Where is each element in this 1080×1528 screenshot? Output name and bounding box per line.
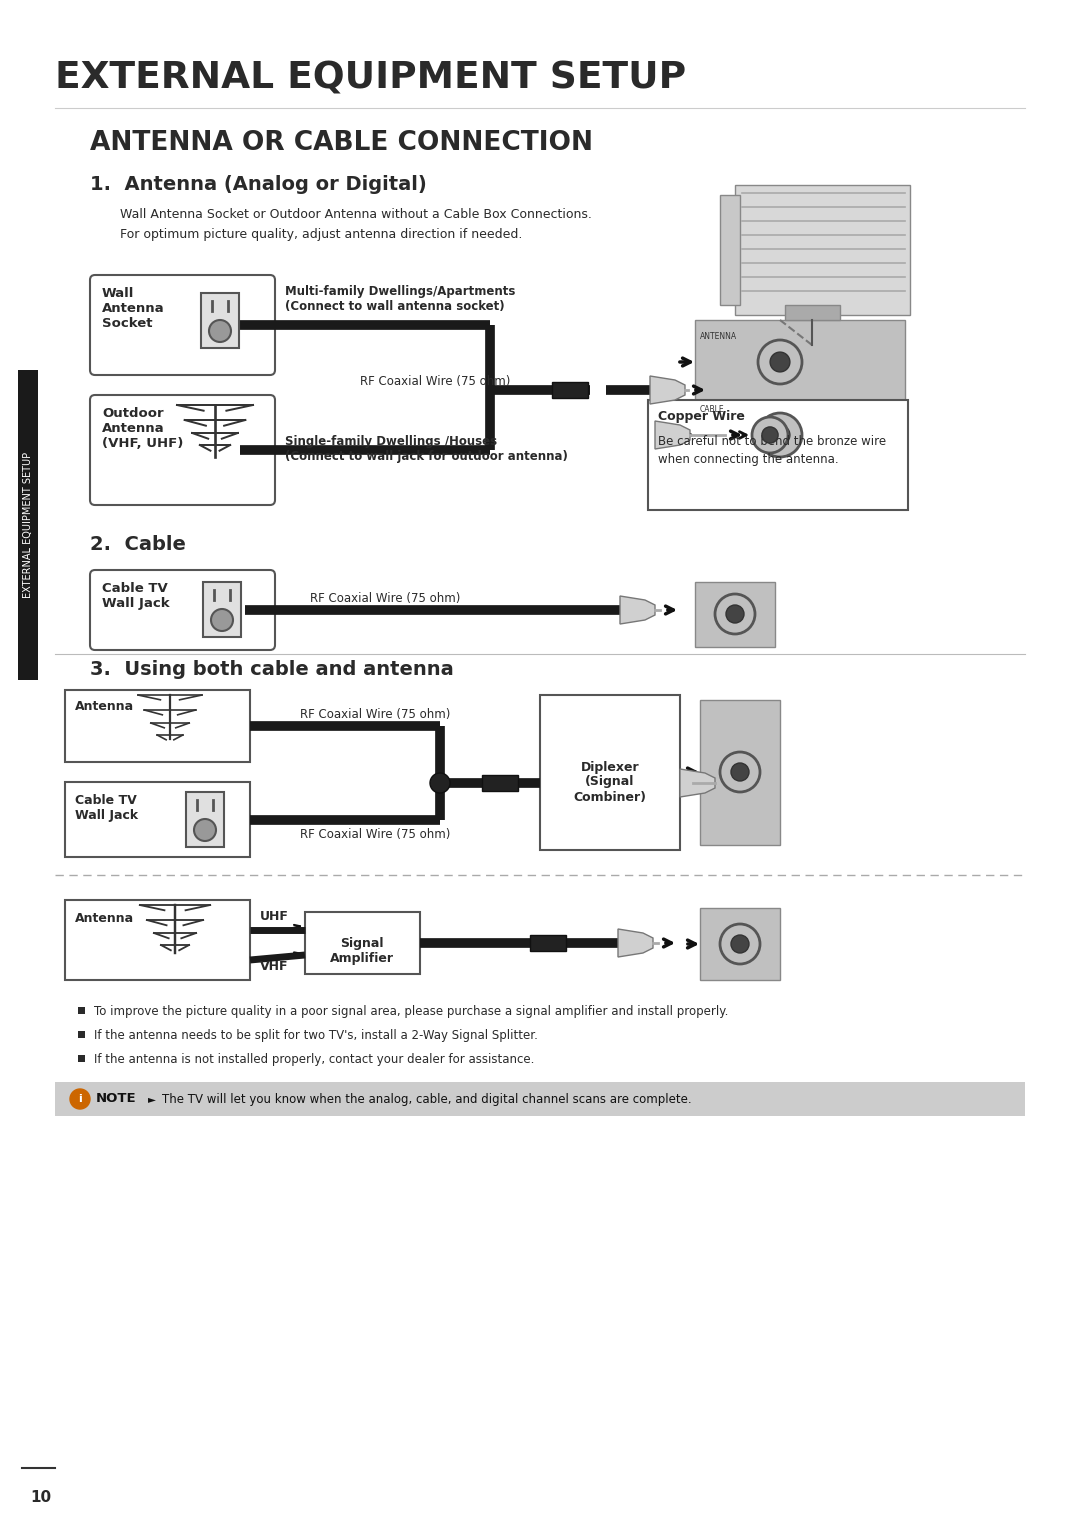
Text: For optimum picture quality, adjust antenna direction if needed.: For optimum picture quality, adjust ante…	[120, 228, 523, 241]
Bar	[648, 400, 908, 510]
Text: If the antenna is not installed properly, contact your dealer for assistance.: If the antenna is not installed properly…	[94, 1053, 535, 1067]
Bar	[720, 196, 740, 306]
Circle shape	[770, 425, 789, 445]
Text: ANTENNA: ANTENNA	[700, 332, 738, 341]
Bar	[203, 582, 241, 637]
Bar	[18, 370, 38, 680]
Circle shape	[210, 319, 231, 342]
Bar	[735, 185, 910, 315]
Circle shape	[720, 752, 760, 792]
Text: 2.  Cable: 2. Cable	[90, 535, 186, 555]
Bar	[186, 792, 224, 847]
Circle shape	[758, 413, 802, 457]
Text: 10: 10	[30, 1490, 51, 1505]
Text: i: i	[78, 1094, 82, 1105]
Text: EXTERNAL EQUIPMENT SETUP: EXTERNAL EQUIPMENT SETUP	[23, 452, 33, 597]
Circle shape	[761, 426, 778, 443]
Text: Outdoor
Antenna
(VHF, UHF): Outdoor Antenna (VHF, UHF)	[102, 406, 184, 451]
Text: To improve the picture quality in a poor signal area, please purchase a signal a: To improve the picture quality in a poor…	[94, 1005, 728, 1018]
Circle shape	[194, 819, 216, 840]
Bar	[201, 293, 239, 348]
Bar	[696, 319, 905, 480]
Bar	[700, 700, 780, 845]
Text: If the antenna needs to be split for two TV's, install a 2-Way Signal Splitter.: If the antenna needs to be split for two…	[94, 1028, 538, 1042]
Text: Single-family Dwellings /Houses
(Connect to wall jack for outdoor antenna): Single-family Dwellings /Houses (Connect…	[285, 435, 568, 463]
Circle shape	[720, 924, 760, 964]
Text: VHF: VHF	[260, 960, 288, 973]
Text: Multi-family Dwellings/Apartments
(Connect to wall antenna socket): Multi-family Dwellings/Apartments (Conne…	[285, 286, 515, 313]
Text: ►: ►	[148, 1094, 156, 1105]
Circle shape	[752, 417, 788, 452]
Polygon shape	[654, 422, 690, 449]
Circle shape	[770, 351, 789, 371]
Circle shape	[70, 1089, 90, 1109]
Text: RF Coaxial Wire (75 ohm): RF Coaxial Wire (75 ohm)	[300, 707, 450, 721]
Bar	[696, 582, 775, 646]
Circle shape	[731, 762, 750, 781]
Text: Signal
Amplifier: Signal Amplifier	[330, 937, 394, 966]
Bar	[785, 306, 840, 319]
Bar	[55, 1082, 1025, 1115]
Text: 1.  Antenna (Analog or Digital): 1. Antenna (Analog or Digital)	[90, 176, 427, 194]
Circle shape	[715, 594, 755, 634]
FancyBboxPatch shape	[90, 570, 275, 649]
Text: Copper Wire: Copper Wire	[658, 410, 745, 423]
Bar	[65, 691, 249, 762]
Text: Antenna: Antenna	[75, 700, 134, 714]
Text: Be careful not to bend the bronze wire
when connecting the antenna.: Be careful not to bend the bronze wire w…	[658, 435, 886, 466]
Circle shape	[211, 610, 233, 631]
Bar	[530, 935, 566, 950]
Circle shape	[430, 773, 450, 793]
FancyBboxPatch shape	[90, 275, 275, 374]
Text: Antenna: Antenna	[75, 912, 134, 924]
Polygon shape	[650, 376, 685, 403]
Bar	[700, 908, 780, 979]
Bar	[78, 1007, 85, 1015]
Text: Cable TV
Wall Jack: Cable TV Wall Jack	[102, 582, 170, 610]
Bar	[305, 912, 420, 973]
Bar	[65, 782, 249, 857]
Polygon shape	[680, 769, 715, 798]
Text: The TV will let you know when the analog, cable, and digital channel scans are c: The TV will let you know when the analog…	[162, 1093, 691, 1105]
Text: UHF: UHF	[260, 911, 288, 923]
Bar	[482, 775, 518, 792]
Text: 3.  Using both cable and antenna: 3. Using both cable and antenna	[90, 660, 454, 678]
Polygon shape	[618, 929, 653, 957]
Text: RF Coaxial Wire (75 ohm): RF Coaxial Wire (75 ohm)	[310, 591, 460, 605]
Text: Wall
Antenna
Socket: Wall Antenna Socket	[102, 287, 164, 330]
Text: NOTE: NOTE	[96, 1093, 137, 1105]
FancyBboxPatch shape	[90, 396, 275, 504]
Polygon shape	[620, 596, 654, 623]
Circle shape	[758, 341, 802, 384]
Bar	[78, 1054, 85, 1062]
Text: Diplexer
(Signal
Combiner): Diplexer (Signal Combiner)	[573, 761, 647, 804]
Circle shape	[726, 605, 744, 623]
Bar	[552, 382, 588, 397]
Text: CABLE: CABLE	[700, 405, 725, 414]
Bar	[78, 1031, 85, 1038]
Text: Wall Antenna Socket or Outdoor Antenna without a Cable Box Connections.: Wall Antenna Socket or Outdoor Antenna w…	[120, 208, 592, 222]
Text: RF Coaxial Wire (75 ohm): RF Coaxial Wire (75 ohm)	[300, 828, 450, 840]
Text: EXTERNAL EQUIPMENT SETUP: EXTERNAL EQUIPMENT SETUP	[55, 60, 686, 96]
Text: RF Coaxial Wire (75 ohm): RF Coaxial Wire (75 ohm)	[360, 374, 511, 388]
Bar	[540, 695, 680, 850]
Circle shape	[731, 935, 750, 953]
Text: Cable TV
Wall Jack: Cable TV Wall Jack	[75, 795, 138, 822]
Bar	[65, 900, 249, 979]
Text: ANTENNA OR CABLE CONNECTION: ANTENNA OR CABLE CONNECTION	[90, 130, 593, 156]
